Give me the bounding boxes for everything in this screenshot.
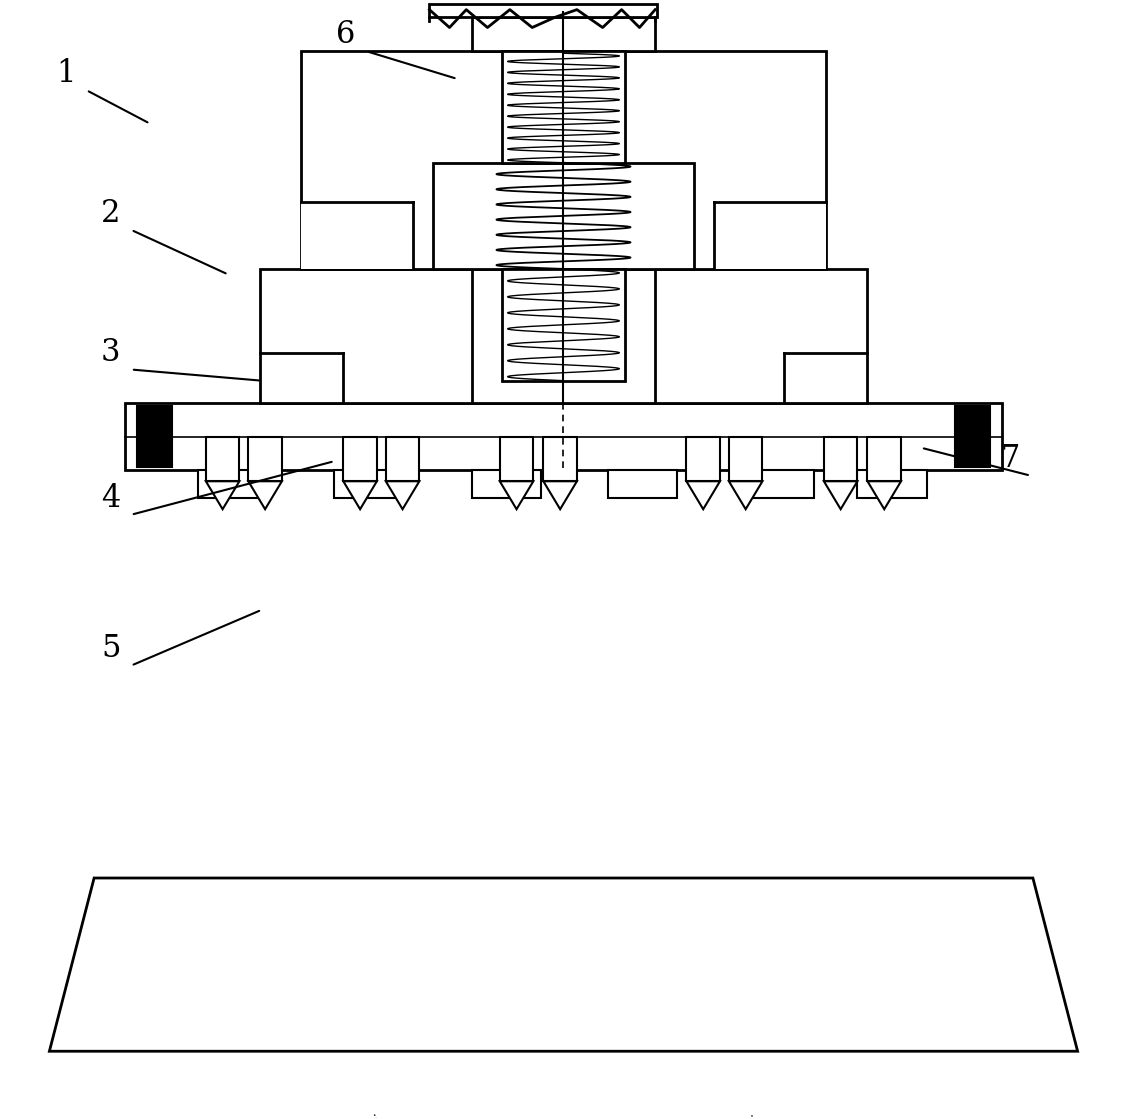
Polygon shape — [385, 481, 419, 509]
Bar — [248, 436, 282, 481]
Bar — [125, 403, 1002, 470]
Polygon shape — [729, 481, 763, 509]
Polygon shape — [50, 878, 1077, 1051]
Polygon shape — [824, 481, 858, 509]
Bar — [433, 162, 694, 269]
Polygon shape — [248, 481, 282, 509]
Bar — [609, 470, 677, 498]
Bar — [745, 470, 814, 498]
Bar — [715, 201, 826, 269]
Text: 2: 2 — [101, 198, 121, 228]
Bar — [686, 436, 720, 481]
Bar — [335, 470, 403, 498]
Polygon shape — [868, 481, 900, 509]
Text: 3: 3 — [101, 337, 121, 368]
Polygon shape — [543, 481, 577, 509]
Bar — [301, 201, 412, 269]
Polygon shape — [499, 481, 533, 509]
Polygon shape — [344, 481, 376, 509]
Bar — [502, 269, 625, 380]
Text: 4: 4 — [101, 482, 121, 514]
Bar — [858, 470, 926, 498]
Text: 6: 6 — [336, 19, 355, 49]
Bar — [868, 436, 900, 481]
Bar — [955, 406, 991, 467]
Bar — [198, 470, 267, 498]
Text: 5: 5 — [101, 633, 121, 665]
Bar — [472, 18, 655, 51]
Text: 7: 7 — [1001, 443, 1020, 474]
Polygon shape — [686, 481, 720, 509]
Bar — [543, 436, 577, 481]
Bar — [499, 436, 533, 481]
Bar — [259, 269, 868, 403]
Bar — [206, 436, 239, 481]
Bar — [729, 436, 763, 481]
Bar — [136, 406, 172, 467]
Bar — [385, 436, 419, 481]
Bar — [472, 470, 541, 498]
Bar — [344, 436, 376, 481]
Bar — [301, 51, 826, 269]
Polygon shape — [206, 481, 239, 509]
Bar — [824, 436, 858, 481]
Bar — [502, 51, 625, 162]
Text: 1: 1 — [56, 58, 76, 88]
Bar — [429, 4, 657, 18]
